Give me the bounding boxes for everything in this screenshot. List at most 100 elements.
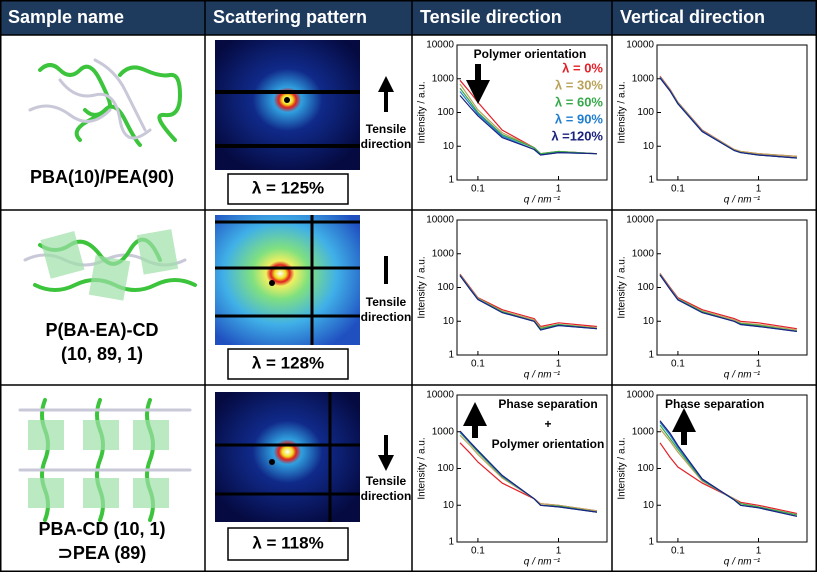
sample-name: ⊃PEA (89)	[58, 543, 146, 563]
y-tick-label: 100	[437, 463, 454, 474]
y-tick-label: 1000	[632, 73, 655, 84]
x-axis-label: q / nm⁻¹	[524, 195, 561, 206]
x-tick-label: 1	[556, 184, 562, 195]
annotation: Phase separation	[665, 397, 764, 411]
annotation: Phase separation	[498, 397, 597, 411]
x-tick-label: 1	[756, 184, 762, 195]
x-tick-label: 0.1	[471, 359, 485, 370]
y-tick-label: 1	[448, 537, 454, 548]
legend-entry: λ =120%	[551, 128, 603, 143]
y-tick-label: 10000	[626, 390, 654, 401]
x-axis-label: q / nm⁻¹	[724, 557, 761, 568]
scattering-curve	[659, 420, 798, 517]
direction-label: Tensile	[366, 122, 407, 136]
plot-frame	[456, 219, 608, 356]
direction-label: direction	[361, 489, 412, 503]
sample-name: PBA-CD (10, 1)	[38, 519, 165, 539]
plot-frame	[656, 44, 808, 181]
y-tick-label: 10	[443, 316, 455, 327]
column-header: Sample name	[8, 7, 124, 27]
plot-frame	[456, 44, 608, 181]
y-tick-label: 10	[443, 141, 455, 152]
y-tick-label: 10000	[626, 215, 654, 226]
y-tick-label: 1000	[432, 426, 455, 437]
y-tick-label: 100	[637, 463, 654, 474]
y-axis-label: Intensity / a.u.	[417, 256, 428, 318]
direction-label: direction	[361, 137, 412, 151]
y-tick-label: 10000	[626, 40, 654, 51]
column-header: Scattering pattern	[213, 7, 367, 27]
x-tick-label: 1	[556, 359, 562, 370]
sample-name: P(BA-EA)-CD	[46, 320, 159, 340]
annotation: +	[544, 417, 551, 431]
direction-label: direction	[361, 310, 412, 324]
y-axis-label: Intensity / a.u.	[617, 256, 628, 318]
x-tick-label: 0.1	[671, 546, 685, 557]
scattering-curve	[459, 430, 597, 513]
y-tick-label: 1000	[632, 248, 655, 259]
y-axis-label: Intensity / a.u.	[617, 437, 628, 499]
x-axis-label: q / nm⁻¹	[524, 370, 561, 381]
direction-label: Tensile	[366, 474, 407, 488]
scattering-curve	[659, 442, 798, 514]
scattering-curve	[659, 274, 797, 332]
x-tick-label: 0.1	[671, 359, 685, 370]
y-tick-label: 1	[648, 537, 654, 548]
plot-frame	[656, 219, 808, 356]
y-tick-label: 100	[637, 107, 654, 118]
x-tick-label: 0.1	[671, 184, 685, 195]
y-tick-label: 10	[643, 141, 655, 152]
y-tick-label: 1000	[432, 248, 455, 259]
direction-label: Tensile	[366, 295, 407, 309]
scattering-images	[215, 40, 386, 561]
x-tick-label: 1	[756, 546, 762, 557]
sample-name: (10, 89, 1)	[61, 344, 143, 364]
stretch-ratio: λ = 125%	[252, 178, 324, 197]
y-tick-label: 10000	[426, 390, 454, 401]
x-tick-label: 1	[556, 546, 562, 557]
annotation: Polymer orientation	[492, 437, 605, 451]
column-header: Tensile direction	[420, 7, 562, 27]
x-tick-label: 0.1	[471, 546, 485, 557]
scattering-curve	[459, 275, 597, 331]
legend-entry: λ = 60%	[555, 94, 604, 109]
x-tick-label: 1	[756, 359, 762, 370]
y-tick-label: 1	[648, 350, 654, 361]
y-tick-label: 1	[648, 175, 654, 186]
y-tick-label: 1000	[432, 73, 455, 84]
header-band	[0, 0, 817, 35]
legend-entry: λ = 90%	[555, 111, 604, 126]
scattering-curve	[659, 77, 797, 159]
stretch-ratio: λ = 128%	[252, 353, 324, 372]
y-tick-label: 1	[448, 350, 454, 361]
table-text: Sample name Scattering pattern Tensile dir…	[8, 7, 765, 563]
y-tick-label: 1	[448, 175, 454, 186]
molecule-illustration	[18, 58, 197, 522]
y-tick-label: 10	[643, 316, 655, 327]
scattering-curve	[459, 95, 597, 156]
column-header: Vertical direction	[620, 7, 765, 27]
plot-frame	[456, 394, 608, 543]
legend-entry: λ = 0%	[562, 60, 603, 75]
y-tick-label: 100	[637, 282, 654, 293]
y-tick-label: 10	[643, 500, 655, 511]
y-tick-label: 10	[443, 500, 455, 511]
x-axis-label: q / nm⁻¹	[524, 557, 561, 568]
y-tick-label: 10000	[426, 215, 454, 226]
y-axis-label: Intensity / a.u.	[417, 437, 428, 499]
annotation: Polymer orientation	[474, 47, 587, 61]
y-tick-label: 10000	[426, 40, 454, 51]
sample-name: PBA(10)/PEA(90)	[30, 167, 174, 187]
x-tick-label: 0.1	[471, 184, 485, 195]
y-tick-label: 100	[437, 282, 454, 293]
legend-entry: λ = 30%	[555, 77, 604, 92]
x-axis-label: q / nm⁻¹	[724, 195, 761, 206]
y-tick-label: 1000	[632, 426, 655, 437]
y-axis-label: Intensity / a.u.	[417, 81, 428, 143]
y-tick-label: 100	[437, 107, 454, 118]
x-axis-label: q / nm⁻¹	[724, 370, 761, 381]
stretch-ratio: λ = 118%	[252, 533, 323, 552]
